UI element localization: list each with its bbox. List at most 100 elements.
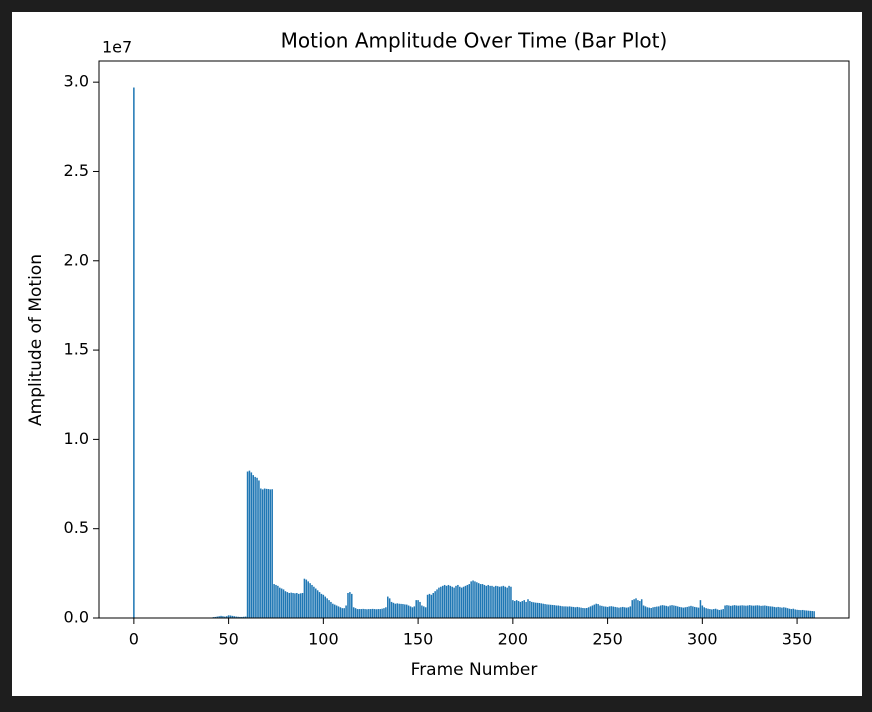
bar (428, 593, 431, 618)
bar (542, 603, 544, 618)
bar (730, 605, 732, 618)
bar (290, 592, 292, 618)
bar (222, 616, 224, 618)
bar (267, 489, 270, 618)
bar (504, 586, 507, 618)
bar (779, 607, 781, 618)
bar (447, 584, 450, 618)
bar (771, 606, 774, 618)
bar (697, 607, 700, 618)
bar (758, 605, 760, 618)
bar (220, 615, 222, 618)
y-axis-label: Amplitude of Motion (26, 254, 46, 426)
bar (280, 588, 283, 618)
bar (455, 585, 457, 618)
bar (275, 584, 277, 618)
bar (383, 608, 385, 618)
bar (578, 607, 580, 618)
bar (288, 592, 291, 618)
bar (318, 592, 321, 618)
bar (673, 605, 675, 618)
bar (479, 584, 482, 618)
bar (540, 603, 543, 618)
bar (377, 609, 380, 618)
bar (390, 601, 393, 618)
bar (722, 609, 724, 618)
bar (231, 615, 234, 618)
bar (413, 606, 416, 618)
bar (766, 605, 768, 618)
bar (595, 603, 597, 618)
bar (604, 606, 607, 618)
bar (553, 605, 556, 618)
bar (400, 603, 402, 618)
bar (360, 609, 363, 618)
bar (133, 87, 135, 619)
bar (326, 598, 328, 618)
bar (407, 605, 410, 618)
bar (258, 480, 260, 618)
bar (424, 607, 427, 618)
bar (798, 609, 800, 618)
bar (462, 586, 465, 618)
bar (631, 600, 633, 618)
bar (754, 605, 757, 618)
bar (644, 606, 647, 618)
bar (404, 604, 406, 618)
bar (493, 586, 495, 618)
bar (610, 606, 613, 618)
bar (642, 605, 645, 618)
bar (508, 585, 510, 618)
bar (515, 600, 518, 618)
bar (587, 607, 590, 618)
bar (457, 584, 459, 618)
bar (409, 606, 412, 618)
bar (731, 605, 734, 618)
bar (618, 607, 620, 618)
bar (459, 586, 461, 618)
bar (421, 605, 423, 618)
bar (453, 587, 455, 618)
bar (536, 602, 539, 618)
bar (635, 598, 637, 618)
bar (534, 602, 537, 618)
bar (800, 610, 802, 618)
bar (498, 586, 501, 618)
bar (417, 600, 419, 618)
bar (762, 605, 764, 618)
bar (695, 607, 698, 618)
bar (769, 606, 772, 618)
bar (345, 605, 347, 618)
bar (580, 607, 582, 618)
bar (718, 609, 721, 618)
bar (591, 605, 594, 618)
bar (368, 609, 370, 618)
bar (572, 606, 575, 618)
x-tick-label: 250 (592, 630, 623, 649)
bar (667, 606, 669, 618)
x-tick-label: 100 (308, 630, 339, 649)
bar (485, 585, 488, 618)
bar (803, 610, 806, 618)
bar (218, 616, 220, 618)
bar (512, 600, 514, 618)
x-tick-label: 200 (498, 630, 529, 649)
bar (665, 605, 668, 618)
bar (546, 604, 548, 618)
bar (678, 606, 681, 618)
bar (366, 609, 368, 618)
bar (589, 606, 592, 618)
bar (356, 609, 359, 618)
bar (612, 606, 615, 618)
figure-background (12, 12, 862, 696)
bar (608, 606, 611, 618)
bar (476, 582, 478, 618)
bar (343, 608, 345, 618)
bar (269, 489, 272, 618)
bar (563, 606, 565, 618)
bar (502, 585, 505, 618)
bar (760, 605, 762, 618)
bar (711, 609, 713, 618)
bar (701, 605, 704, 618)
